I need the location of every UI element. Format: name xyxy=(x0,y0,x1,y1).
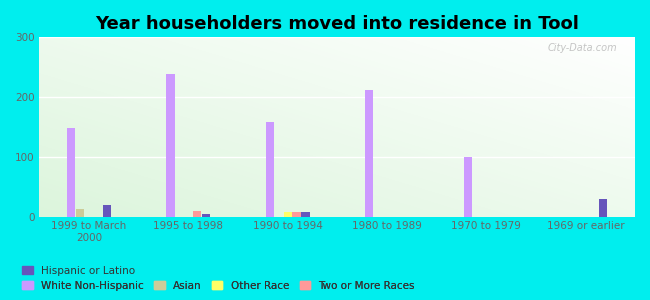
Bar xyxy=(67,128,75,217)
Bar xyxy=(193,211,202,217)
Legend: White Non-Hispanic, Asian, Other Race, Two or More Races: White Non-Hispanic, Asian, Other Race, T… xyxy=(18,277,419,295)
Bar xyxy=(283,212,292,217)
Bar xyxy=(266,122,274,217)
Bar xyxy=(292,212,301,217)
Title: Year householders moved into residence in Tool: Year householders moved into residence i… xyxy=(96,15,579,33)
Bar xyxy=(365,91,373,217)
Bar xyxy=(103,205,111,217)
Bar xyxy=(464,157,473,217)
Bar xyxy=(599,199,607,217)
Bar xyxy=(302,212,309,217)
Bar xyxy=(76,209,85,217)
Bar xyxy=(166,74,175,217)
Bar xyxy=(202,214,211,217)
Text: City-Data.com: City-Data.com xyxy=(547,43,617,53)
Legend: Hispanic or Latino: Hispanic or Latino xyxy=(18,262,139,280)
